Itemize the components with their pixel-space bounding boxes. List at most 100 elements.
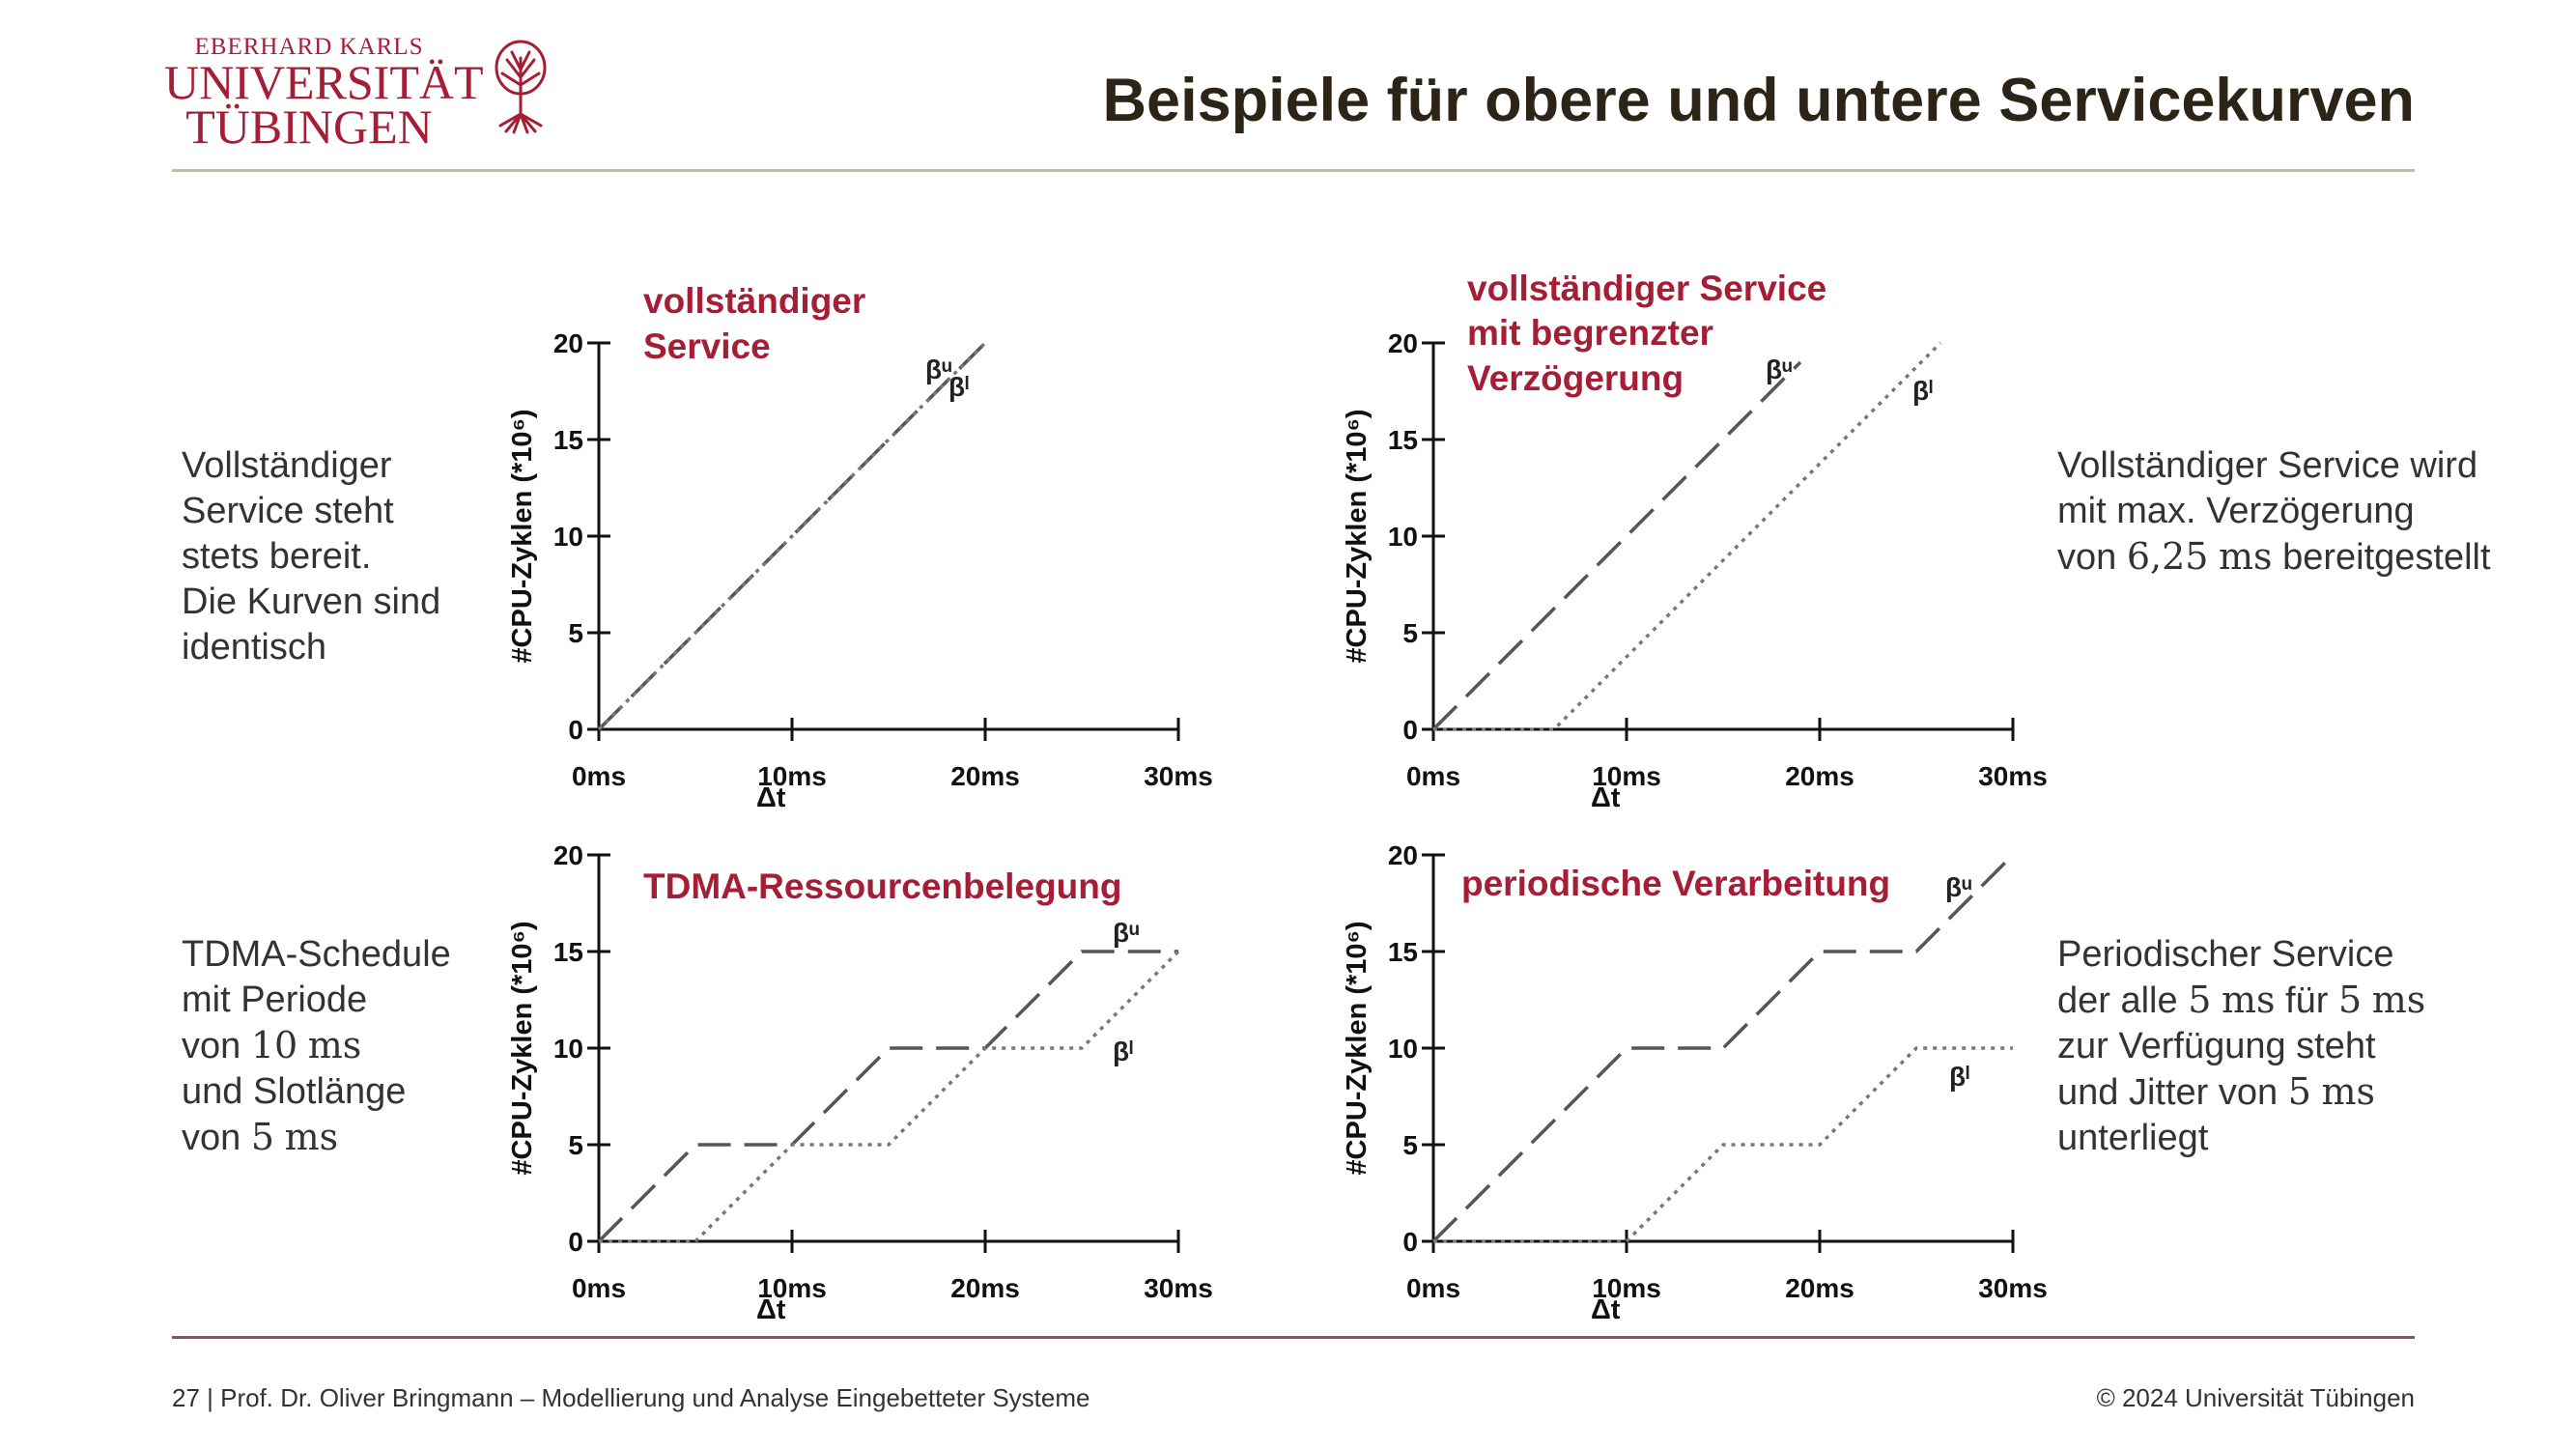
x-tick-label: 0ms xyxy=(572,1273,626,1303)
y-tick-label: 10 xyxy=(553,1034,583,1064)
series-label-upper: βᵘ xyxy=(1113,918,1139,948)
y-tick-label: 15 xyxy=(553,937,583,967)
chart-title-line: TDMA-Ressourcenbelegung xyxy=(643,867,1121,906)
desc-br-l4-unit: ms xyxy=(2321,1070,2375,1113)
y-tick-label: 10 xyxy=(1388,522,1418,552)
y-tick-label: 10 xyxy=(1388,1034,1418,1064)
y-axis-label: #CPU-Zyklen (*10⁶) xyxy=(507,409,538,663)
desc-br-l2-v2: 5 xyxy=(2337,979,2363,1021)
y-axis-label: #CPU-Zyklen (*10⁶) xyxy=(1342,409,1373,663)
chart-4: 0ms 10ms 20ms 30ms 0 5 10 15 20 Δt #CPU-Zyklen (*1… xyxy=(1342,840,2048,1325)
x-axis-label: Δt xyxy=(1591,782,1621,813)
series-label-lower: βˡ xyxy=(1113,1037,1133,1066)
desc-bl-l5-value: 5 xyxy=(250,1116,275,1158)
desc-tr-unit: ms xyxy=(2219,535,2273,578)
desc-bl-line-2: mit Periode xyxy=(182,980,368,1020)
x-tick-label: 30ms xyxy=(1978,761,2048,791)
logo-wordmark: EBERHARD KARLS UNIVERSITÄT TÜBINGEN xyxy=(164,34,484,154)
y-tick-label: 10 xyxy=(553,522,583,552)
desc-tr-line-2: mit max. Verzögerung xyxy=(2057,491,2415,531)
chart-1: 0ms 10ms 20ms 30ms 0 5 10 15 20 Δt #CPU-Zyklen (*1… xyxy=(507,281,1213,813)
series-label-lower: βˡ xyxy=(948,372,969,402)
desc-bl-line-3: von 10 ms xyxy=(182,1023,451,1069)
desc-bl-l3-pre: von xyxy=(182,1026,251,1066)
series-label-lower: βˡ xyxy=(1912,376,1933,406)
x-axis-label: Δt xyxy=(756,1294,786,1325)
y-tick-label: 0 xyxy=(1402,715,1418,745)
desc-tl-line-2: Service steht xyxy=(182,491,394,531)
logo-line-1: EBERHARD KARLS xyxy=(194,34,424,60)
desc-tl-line-4: Die Kurven sind xyxy=(182,582,441,622)
desc-bl-line-1: TDMA-Schedule xyxy=(182,934,451,975)
x-axis-label: Δt xyxy=(1591,1294,1621,1325)
chart-title-line: vollständiger Service xyxy=(1467,269,1826,308)
description-bottom-right: Periodischer Service der alle 5 ms für 5… xyxy=(2057,932,2425,1161)
series-label-lower: βˡ xyxy=(1949,1062,1969,1092)
series-line-lower xyxy=(599,950,1180,1243)
slide-title: Beispiele für obere und untere Serviceku… xyxy=(1102,67,2415,134)
chart-title-line: Service xyxy=(643,327,771,366)
y-axis-label: #CPU-Zyklen (*10⁶) xyxy=(1342,921,1373,1175)
desc-bl-l5-unit: ms xyxy=(284,1116,339,1158)
header-divider xyxy=(172,169,2415,172)
chart-title-line: periodische Verarbeitung xyxy=(1461,864,1890,903)
series-line-upper xyxy=(1431,853,2015,1243)
palm-tree-icon xyxy=(495,40,547,134)
desc-tl-line-3: stets bereit. xyxy=(182,536,372,577)
y-tick-label: 20 xyxy=(1388,328,1418,358)
desc-br-l2-u2: ms xyxy=(2371,979,2426,1021)
footer-divider xyxy=(172,1336,2415,1339)
desc-br-line-1: Periodischer Service xyxy=(2057,934,2394,975)
description-top-right: Vollständiger Service wird mit max. Verz… xyxy=(2057,443,2491,581)
desc-bl-line-5: von 5 ms xyxy=(182,1115,451,1161)
x-tick-label: 0ms xyxy=(1406,1273,1460,1303)
desc-bl-l3-value: 10 xyxy=(250,1024,298,1066)
desc-br-line-2: der alle 5 ms für 5 ms xyxy=(2057,978,2425,1024)
desc-tl-line-5: identisch xyxy=(182,627,326,668)
y-tick-label: 0 xyxy=(568,1227,583,1257)
desc-bl-l3-unit: ms xyxy=(307,1024,362,1066)
y-tick-label: 0 xyxy=(568,715,583,745)
y-tick-label: 5 xyxy=(1402,618,1418,648)
series-label-upper: βᵘ xyxy=(1766,355,1792,384)
desc-br-line-4: und Jitter von 5 ms xyxy=(2057,1069,2425,1116)
series-line-lower xyxy=(597,341,987,731)
desc-br-l2-pre: der alle xyxy=(2057,980,2189,1021)
desc-tr-line-1: Vollständiger Service wird xyxy=(2057,445,2478,486)
x-tick-label: 10ms xyxy=(1592,761,1661,791)
desc-tr-post: bereitgestellt xyxy=(2272,537,2491,578)
x-tick-label: 20ms xyxy=(950,1273,1020,1303)
x-tick-label: 10ms xyxy=(757,761,827,791)
x-tick-label: 10ms xyxy=(1592,1273,1661,1303)
series-line-lower xyxy=(1433,1046,2013,1243)
y-tick-label: 15 xyxy=(553,425,583,455)
series-label-upper: βᵘ xyxy=(1945,872,1971,902)
footer-credit: 27 | Prof. Dr. Oliver Bringmann – Modell… xyxy=(172,1383,1090,1412)
chart-title-line: Verzögerung xyxy=(1467,358,1684,398)
desc-br-l2-v1: 5 xyxy=(2188,979,2212,1021)
description-bottom-left: TDMA-Schedule mit Periode von 10 ms und … xyxy=(182,932,451,1161)
chart-2: 0ms 10ms 20ms 30ms 0 5 10 15 20 Δt #CPU-Zyklen (*1… xyxy=(1342,269,2048,813)
desc-br-l2-mid: für xyxy=(2275,980,2338,1021)
x-tick-label: 20ms xyxy=(950,761,1020,791)
y-tick-label: 15 xyxy=(1388,425,1418,455)
desc-br-line-3: zur Verfügung steht xyxy=(2057,1026,2376,1066)
x-tick-label: 30ms xyxy=(1144,761,1213,791)
y-tick-label: 5 xyxy=(568,618,583,648)
chart-title-line: vollständiger xyxy=(643,281,865,321)
desc-tl-line-1: Vollständiger xyxy=(182,445,392,486)
university-logo: EBERHARD KARLS UNIVERSITÄT TÜBINGEN xyxy=(164,35,570,151)
desc-bl-l5-pre: von xyxy=(182,1118,251,1158)
description-top-left: Vollständiger Service steht stets bereit… xyxy=(182,443,440,670)
x-tick-label: 0ms xyxy=(572,761,626,791)
y-tick-label: 5 xyxy=(1402,1130,1418,1160)
logo-line-3: TÜBINGEN xyxy=(185,99,433,154)
x-tick-label: 0ms xyxy=(1406,761,1460,791)
x-axis-label: Δt xyxy=(756,782,786,813)
y-axis-label: #CPU-Zyklen (*10⁶) xyxy=(507,921,538,1175)
series-line-lower xyxy=(1433,341,1942,731)
desc-br-line-5: unterliegt xyxy=(2057,1118,2209,1158)
desc-br-l4-value: 5 xyxy=(2287,1070,2311,1113)
y-tick-label: 5 xyxy=(568,1130,583,1160)
